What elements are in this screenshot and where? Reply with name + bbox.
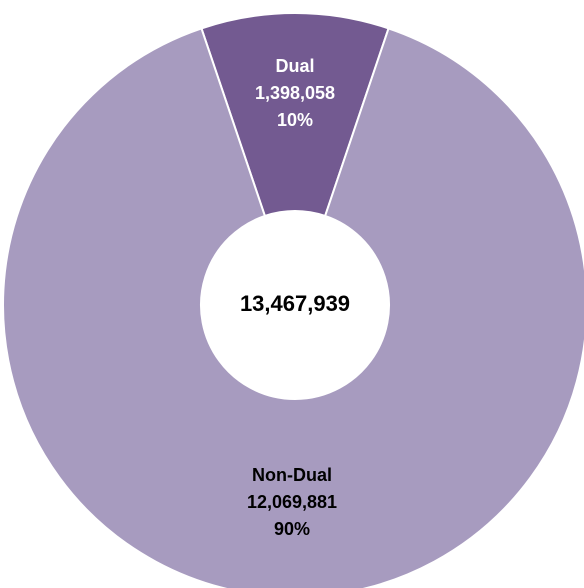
- slice-dual-percent-label: 10%: [277, 110, 313, 130]
- slice-dual-value-label: 1,398,058: [255, 83, 335, 103]
- slice-non-dual-percent-label: 90%: [274, 519, 310, 539]
- slice-dual-name-label: Dual: [275, 56, 314, 76]
- slice-non-dual-value-label: 12,069,881: [247, 492, 337, 512]
- center-total-label: 13,467,939: [240, 291, 350, 316]
- slice-non-dual-name-label: Non-Dual: [252, 465, 332, 485]
